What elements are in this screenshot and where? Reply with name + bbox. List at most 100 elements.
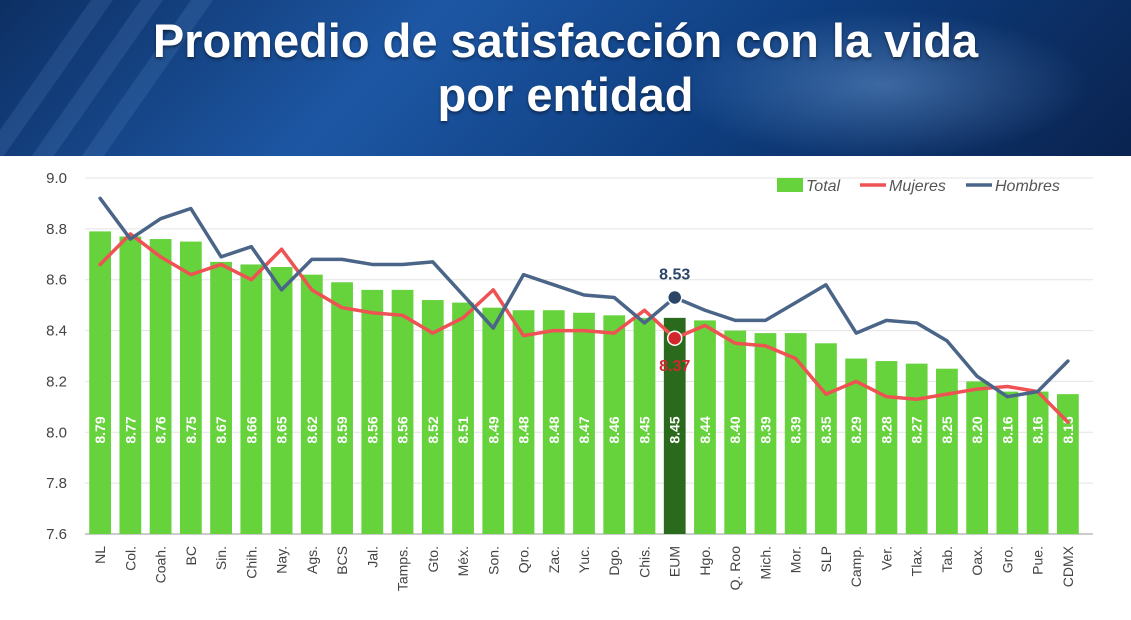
annotation-label-hombres: 8.53 (659, 267, 690, 284)
bar-value-label: 8.45 (667, 416, 683, 443)
x-tick-label: Chis. (636, 546, 652, 578)
bar-value-label: 8.65 (274, 416, 290, 443)
header-banner: Promedio de satisfacción con la vida por… (0, 0, 1131, 156)
bar (694, 320, 716, 534)
bar-value-label: 8.20 (969, 416, 985, 443)
bar-value-label: 8.28 (878, 416, 894, 443)
bar (542, 310, 565, 534)
x-tick-label: Tab. (939, 546, 955, 572)
x-tick-label: Nay. (274, 546, 290, 574)
bar-value-label: 8.45 (636, 416, 652, 443)
bar (482, 307, 505, 534)
bar-value-label: 8.35 (818, 416, 834, 443)
bar (966, 381, 989, 534)
bar (875, 361, 898, 534)
x-tick-label: Col. (122, 546, 138, 571)
bar (1026, 391, 1049, 534)
x-tick-label: Méx. (455, 546, 471, 576)
bar-value-label: 8.25 (939, 416, 955, 443)
line-series (98, 196, 1070, 424)
bar (754, 333, 777, 534)
bar-value-label: 8.39 (757, 416, 773, 443)
bar-value-label: 8.48 (546, 416, 562, 443)
series-line-hombres (98, 196, 1070, 399)
x-tick-label: Sin. (213, 546, 229, 570)
bar (149, 239, 172, 534)
annotation-marker-mujeres (666, 330, 683, 346)
chart: 7.67.88.08.28.48.68.89.0 8.79 8.77 8.76 8.7… (46, 170, 1093, 591)
bar (331, 282, 353, 534)
bar-value-label: 8.56 (395, 416, 411, 443)
x-tick-label: Mor. (788, 546, 804, 573)
bar (724, 330, 747, 534)
title-line-2: por entidad (437, 68, 694, 121)
x-tick-label: Camp. (848, 546, 864, 587)
y-tick-label: 7.6 (46, 526, 67, 543)
legend-label-hombres: Hombres (995, 178, 1060, 195)
x-tick-label: Ver. (878, 546, 894, 570)
bar (1056, 394, 1079, 534)
y-tick-label: 8.4 (46, 323, 67, 340)
bar (179, 241, 202, 535)
x-tick-label: Qro. (516, 546, 532, 573)
x-tick-label: EUM (667, 546, 683, 577)
y-tick-label: 7.8 (46, 475, 67, 492)
bar-value-label: 8.51 (455, 416, 471, 443)
x-tick-label: Tlax. (909, 546, 925, 576)
bar-value-label: 8.48 (516, 416, 532, 443)
x-tick-label: Dgo. (606, 546, 622, 576)
x-tick-label: Yuc. (576, 546, 592, 573)
bar-value-label: 8.40 (727, 416, 743, 443)
title-line-1: Promedio de satisfacción con la vida (152, 14, 979, 67)
bar (663, 317, 686, 534)
x-tick-label: BCS (334, 546, 350, 575)
bar-value-label: 8.16 (1030, 416, 1046, 443)
bar (300, 274, 323, 534)
x-tick-label: NL (92, 546, 108, 564)
x-tick-label: Son. (485, 546, 501, 575)
x-tick-label: BC (183, 546, 199, 565)
x-tick-label: Q. Roo (727, 546, 743, 591)
annotations: 8.53 8.37 (659, 267, 690, 376)
bar-series-total (89, 231, 1079, 535)
bar-value-label: 8.29 (848, 416, 864, 443)
bar (270, 267, 293, 534)
y-axis: 7.6 7.8 8.0 8.2 8.4 8.6 8.8 9.0 (46, 170, 67, 543)
y-tick-label: 8.8 (46, 221, 67, 238)
bar-value-label: 8.76 (153, 416, 169, 443)
x-axis: NL Col. Coah. BC Sin. Chih. Nay. Ags. BCS Jal. Tam… (92, 545, 1076, 591)
legend-swatch-total (777, 178, 803, 192)
bar (361, 289, 384, 534)
bar (633, 317, 656, 534)
x-tick-label: Pue. (1030, 546, 1046, 575)
bar (119, 236, 142, 534)
x-tick-label: Ags. (304, 546, 320, 574)
x-tick-label: Mich. (757, 546, 773, 579)
bar (512, 310, 535, 534)
bar-value-label: 8.52 (425, 416, 441, 443)
x-tick-label: SLP (818, 546, 834, 572)
bar (905, 363, 928, 534)
x-tick-label: Oax. (969, 546, 985, 576)
bar (603, 315, 626, 534)
bar (210, 261, 232, 534)
bar (573, 312, 595, 534)
annotation-label-mujeres: 8.37 (659, 358, 690, 375)
x-tick-label: Hgo. (697, 546, 713, 576)
bar (391, 289, 414, 534)
y-tick-label: 9.0 (46, 170, 67, 187)
bar (784, 333, 807, 534)
x-tick-label: CDMX (1060, 545, 1076, 587)
legend: Total Mujeres Hombres (777, 178, 1060, 195)
bar (240, 264, 263, 534)
bar-value-label: 8.47 (576, 416, 592, 443)
x-tick-label: Gro. (999, 546, 1015, 573)
series-line-mujeres (98, 232, 1070, 424)
bar-value-label: 8.27 (909, 416, 925, 443)
bar-value-label: 8.39 (788, 416, 804, 443)
x-tick-label: Gto. (425, 546, 441, 572)
bar-value-label: 8.75 (183, 416, 199, 443)
header-glow (671, 10, 1091, 156)
bar-value-label: 8.79 (92, 416, 108, 443)
bar-value-label: 8.56 (364, 416, 380, 443)
